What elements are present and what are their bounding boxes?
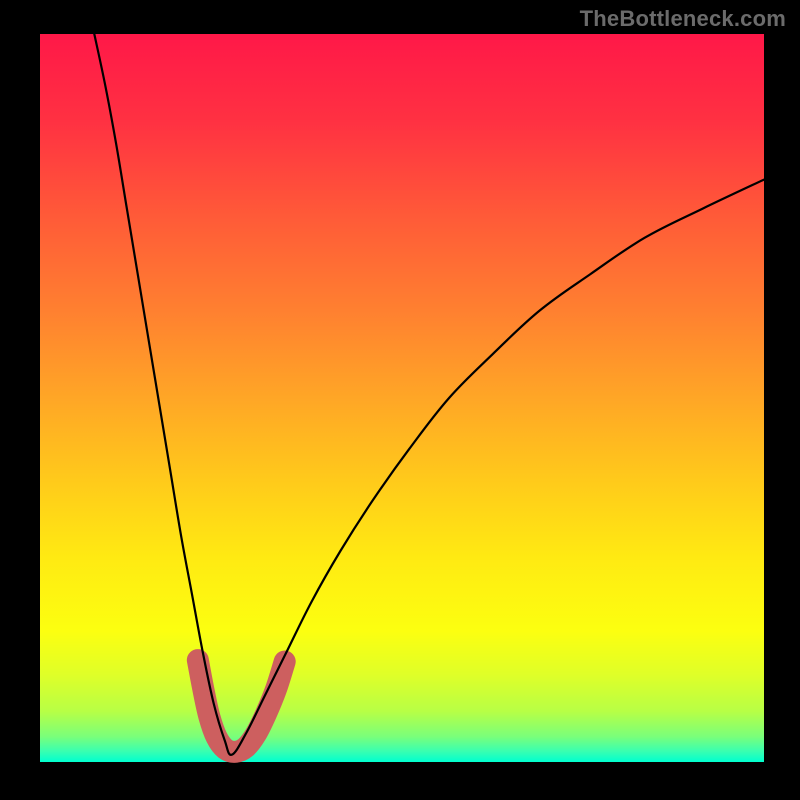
chart-container: TheBottleneck.com	[0, 0, 800, 800]
watermark-label: TheBottleneck.com	[580, 6, 786, 32]
bottleneck-chart-svg	[0, 0, 800, 800]
plot-background	[40, 34, 764, 762]
